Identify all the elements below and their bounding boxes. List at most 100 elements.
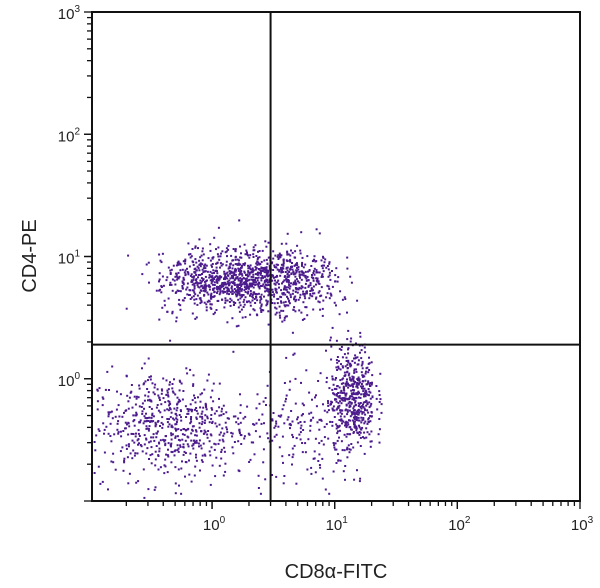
data-point — [357, 390, 360, 393]
data-point — [339, 397, 342, 400]
data-point — [153, 386, 156, 389]
data-point — [275, 274, 278, 277]
data-point — [240, 278, 243, 281]
data-point — [200, 430, 203, 433]
data-point — [301, 318, 304, 321]
data-point — [235, 269, 237, 272]
data-point — [296, 262, 298, 265]
data-point — [194, 465, 197, 468]
data-point — [367, 417, 370, 420]
data-point — [353, 398, 355, 401]
data-point — [347, 374, 350, 377]
data-point — [262, 267, 265, 270]
data-point — [348, 384, 351, 387]
data-point — [176, 418, 179, 421]
data-point — [355, 427, 358, 430]
data-point — [197, 274, 200, 276]
data-point — [175, 423, 178, 426]
data-point — [346, 410, 349, 413]
data-point — [203, 270, 206, 273]
data-point — [331, 388, 334, 391]
data-point — [240, 270, 243, 273]
data-point — [274, 425, 277, 428]
data-point — [371, 396, 374, 399]
data-point — [124, 409, 127, 412]
data-point — [97, 465, 100, 468]
data-point — [249, 282, 252, 285]
data-point — [194, 267, 197, 270]
data-point — [290, 282, 292, 285]
data-point — [364, 413, 367, 416]
data-point — [339, 459, 342, 462]
data-point — [327, 404, 330, 407]
data-point — [212, 400, 215, 403]
data-point — [211, 257, 214, 260]
data-point — [246, 405, 249, 408]
data-point — [225, 247, 228, 250]
data-point — [296, 266, 298, 269]
data-point — [350, 443, 353, 445]
data-point — [176, 278, 179, 281]
data-point — [154, 450, 157, 453]
data-point — [98, 387, 101, 390]
data-point — [281, 455, 284, 458]
data-point — [343, 353, 346, 356]
data-point — [178, 379, 181, 382]
data-point — [287, 253, 290, 256]
data-point — [224, 297, 227, 300]
data-point — [202, 406, 205, 409]
data-point — [218, 276, 221, 279]
data-point — [267, 241, 270, 244]
data-point — [235, 421, 238, 424]
data-point — [274, 313, 277, 316]
data-point — [329, 420, 332, 423]
data-point — [348, 401, 351, 403]
data-point — [319, 372, 322, 375]
data-point — [255, 262, 258, 265]
data-point — [182, 276, 185, 279]
data-point — [209, 303, 212, 306]
data-point — [349, 433, 352, 436]
data-point — [336, 361, 339, 364]
data-point — [361, 362, 364, 365]
data-point — [287, 297, 289, 300]
data-point — [249, 294, 252, 297]
data-point — [370, 411, 373, 414]
data-point — [350, 281, 353, 284]
data-point — [255, 407, 258, 410]
data-point — [166, 418, 169, 420]
data-point — [320, 264, 323, 267]
data-point — [310, 472, 313, 475]
data-point — [227, 417, 230, 420]
data-point — [240, 280, 243, 283]
data-point — [157, 455, 160, 457]
data-point — [335, 462, 338, 464]
data-point — [145, 427, 148, 430]
data-point — [336, 393, 338, 396]
data-point — [239, 411, 242, 414]
data-point — [252, 423, 255, 426]
data-point — [273, 293, 276, 296]
data-point — [216, 270, 218, 273]
data-point — [163, 304, 166, 307]
data-point — [214, 422, 217, 425]
data-point — [352, 388, 354, 391]
data-point — [366, 409, 369, 412]
data-point — [191, 399, 194, 402]
data-point — [337, 412, 340, 415]
data-point — [354, 401, 357, 404]
data-point — [265, 404, 267, 406]
data-point — [184, 452, 187, 454]
data-point — [200, 301, 203, 304]
data-point — [346, 433, 349, 436]
data-point — [305, 290, 308, 293]
data-point — [208, 440, 211, 443]
data-point — [317, 380, 320, 382]
data-point — [189, 403, 192, 406]
data-point — [98, 430, 101, 432]
data-point — [187, 445, 190, 448]
data-point — [333, 446, 336, 449]
data-point — [334, 378, 337, 381]
data-point — [239, 277, 242, 280]
data-point — [218, 406, 221, 409]
